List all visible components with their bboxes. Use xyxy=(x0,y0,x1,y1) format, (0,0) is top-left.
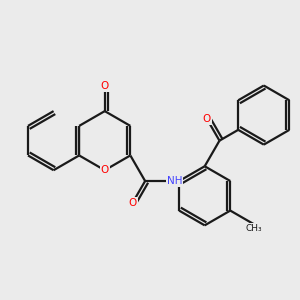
Text: CH₃: CH₃ xyxy=(245,224,262,233)
Text: NH: NH xyxy=(167,176,182,186)
Text: O: O xyxy=(100,81,109,91)
Text: O: O xyxy=(203,114,211,124)
Text: O: O xyxy=(100,165,109,175)
Text: O: O xyxy=(128,198,137,208)
